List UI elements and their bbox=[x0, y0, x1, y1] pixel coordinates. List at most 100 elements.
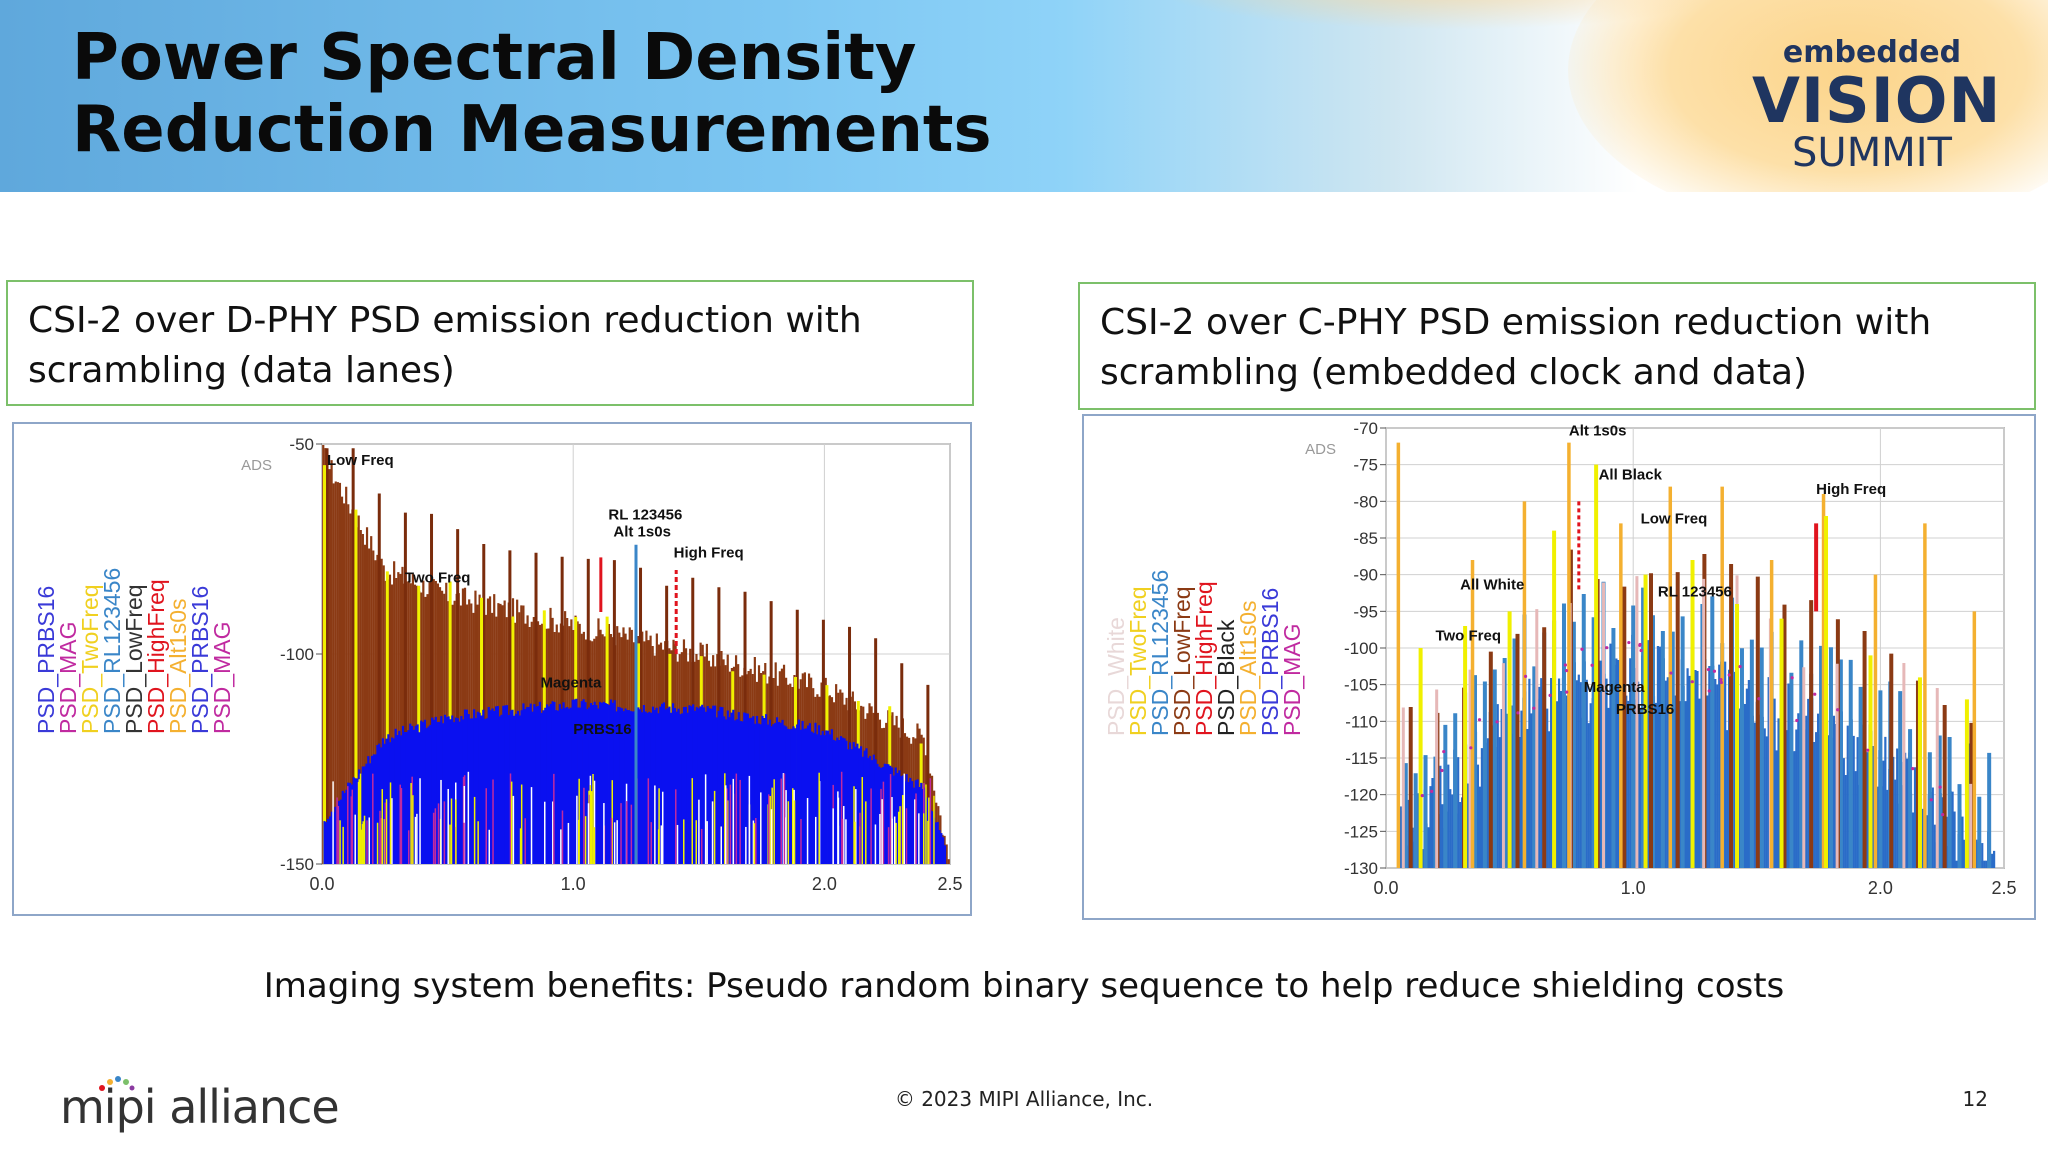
magenta-point bbox=[1813, 692, 1817, 696]
legend-entry: PSD_Alt1s0s bbox=[165, 598, 191, 734]
embedded-vision-summit-logo: embedded VISION SUMMIT bbox=[1752, 35, 2002, 176]
copyright-notice: © 2023 MIPI Alliance, Inc. bbox=[894, 1087, 1154, 1111]
dphy-psd-chart: 0.0 1.0 2.0 2.5-50-100-150ADSPSD_PRBS16PSD_… bbox=[33, 435, 963, 894]
logo-line-2: VISION bbox=[1752, 64, 2002, 137]
x-tick-label: 1.0 bbox=[1621, 878, 1646, 898]
magenta-point bbox=[1477, 718, 1482, 722]
header-banner: Power Spectral Density Reduction Measure… bbox=[0, 0, 2048, 192]
magenta-point bbox=[1929, 798, 1933, 802]
legend-entry: PSD_PRBS16 bbox=[33, 586, 59, 734]
annotation-label: High Freq bbox=[674, 544, 744, 561]
y-tick-label: -150 bbox=[280, 855, 314, 874]
y-tick-label: -70 bbox=[1353, 419, 1378, 438]
magenta-point bbox=[1430, 789, 1434, 794]
annotation-label: All White bbox=[1460, 576, 1524, 593]
legend-entry: PSD_LowFreq bbox=[121, 584, 147, 734]
x-tick-label: 2.0 bbox=[1868, 878, 1893, 898]
annotation-label: Magenta bbox=[541, 675, 603, 692]
y-tick-label: -90 bbox=[1353, 566, 1378, 585]
right-series-group bbox=[1396, 442, 1996, 868]
annotation-label: Low Freq bbox=[327, 452, 394, 469]
magenta-point bbox=[1706, 667, 1711, 672]
left-panel-heading-text: CSI-2 over D-PHY PSD emission reduction … bbox=[28, 300, 862, 391]
annotation-label: RL 123456 bbox=[1658, 584, 1732, 601]
magenta-point bbox=[1523, 674, 1528, 678]
magenta-point bbox=[1727, 673, 1731, 677]
right-panel-heading: CSI-2 over C-PHY PSD emission reduction … bbox=[1078, 282, 2036, 410]
legend-entry: PSD_TwoFreq bbox=[77, 584, 103, 734]
legend-entry: PSD_MAG bbox=[209, 622, 235, 734]
magenta-point bbox=[1941, 813, 1945, 817]
magenta-point bbox=[1712, 669, 1717, 673]
annotation-label: PRBS16 bbox=[573, 721, 631, 738]
magenta-point bbox=[1580, 647, 1584, 651]
magenta-point bbox=[1565, 690, 1569, 694]
legend-entry: PSD_RL123456 bbox=[1147, 570, 1173, 736]
magenta-point bbox=[1495, 720, 1499, 724]
cphy-psd-chart: 0.0 1.0 2.0 2.5 -70 -75 -80 -85 -90 -95 -100 -105 -1… bbox=[1103, 419, 2017, 898]
legend-entry: PSD_TwoFreq bbox=[1125, 586, 1151, 736]
legend-entry: PSD_HighFreq bbox=[1191, 581, 1217, 736]
magenta-point bbox=[1548, 693, 1552, 697]
right-chart-frame: 0.0 1.0 2.0 2.5 -70 -75 -80 -85 -90 -95 -100 -105 -1… bbox=[1082, 414, 2036, 920]
magenta-point bbox=[1442, 750, 1446, 754]
magenta-point bbox=[1563, 663, 1568, 667]
corner-label: ADS bbox=[1305, 441, 1336, 458]
annotation-label: RL 123456 bbox=[608, 507, 682, 524]
magenta-point bbox=[1795, 718, 1799, 723]
y-tick-label: -85 bbox=[1353, 529, 1378, 548]
mipi-alliance-logo: mipi alliance bbox=[60, 1080, 340, 1134]
magenta-point bbox=[1938, 785, 1942, 789]
annotation-label: High Freq bbox=[1816, 481, 1886, 498]
annotation-label: Low Freq bbox=[1641, 510, 1708, 527]
magenta-point bbox=[1911, 767, 1915, 771]
logo-line-3: SUMMIT bbox=[1792, 130, 1952, 176]
magenta-point bbox=[1669, 671, 1673, 675]
legend-entry: PSD_Alt1s0s bbox=[1235, 600, 1261, 736]
y-tick-label: -80 bbox=[1353, 492, 1378, 511]
left-chart-frame: 0.0 1.0 2.0 2.5 -50 -100 -150 ADS PSD_PRBS16 PSD_… bbox=[12, 422, 972, 916]
annotation-label: PRBS16 bbox=[1616, 701, 1674, 718]
magenta-point bbox=[1707, 689, 1711, 693]
y-tick-label: -100 bbox=[280, 645, 314, 664]
y-tick-label: -120 bbox=[1344, 786, 1378, 805]
legend-entry: PSD_White bbox=[1103, 617, 1129, 736]
magenta-point bbox=[1738, 664, 1742, 669]
y-tick-label: -95 bbox=[1353, 602, 1378, 621]
right-panel-heading-text: CSI-2 over C-PHY PSD emission reduction … bbox=[1100, 302, 1932, 393]
logo-line-1: embedded bbox=[1782, 35, 1962, 70]
x-tick-label: 2.0 bbox=[812, 874, 837, 894]
y-tick-label: -125 bbox=[1344, 822, 1378, 841]
legend-entry: PSD_MAG bbox=[55, 622, 81, 734]
magenta-point bbox=[1420, 794, 1424, 798]
left-series-group bbox=[322, 444, 950, 864]
magenta-point bbox=[1719, 680, 1723, 685]
y-tick-label: -105 bbox=[1344, 676, 1378, 695]
y-tick-label: -130 bbox=[1344, 859, 1378, 878]
magenta-point bbox=[1719, 678, 1723, 682]
legend-entry: PSD_PRBS16 bbox=[1257, 588, 1283, 736]
legend-entry: PSD_HighFreq bbox=[143, 579, 169, 734]
y-tick-label: -50 bbox=[289, 435, 314, 454]
x-tick-label: 2.5 bbox=[1991, 878, 2016, 898]
annotation-label: Magenta bbox=[1584, 679, 1646, 696]
magenta-point bbox=[1836, 708, 1840, 712]
magenta-point bbox=[1639, 648, 1643, 653]
magenta-point bbox=[1590, 663, 1594, 667]
legend-entry: PSD_LowFreq bbox=[1169, 586, 1195, 736]
legend-entry: PSD_PRBS16 bbox=[187, 586, 213, 734]
annotation-label: Alt 1s0s bbox=[1569, 422, 1627, 439]
magenta-point bbox=[1605, 646, 1609, 650]
magenta-point bbox=[1790, 676, 1794, 680]
legend-entry: PSD_Black bbox=[1213, 619, 1239, 736]
magenta-point bbox=[1516, 711, 1520, 715]
annotation-label: Alt 1s0s bbox=[613, 523, 671, 540]
x-tick-label: 2.5 bbox=[937, 874, 962, 894]
legend-entry: PSD_MAG bbox=[1279, 624, 1305, 736]
header-glow bbox=[1568, 0, 2048, 192]
page-number: 12 bbox=[1962, 1087, 1988, 1111]
caption: Imaging system benefits: Pseudo random b… bbox=[263, 966, 1785, 1006]
magenta-point bbox=[1757, 697, 1761, 701]
magenta-point bbox=[1469, 746, 1473, 750]
mipi-logo-dots bbox=[96, 1074, 136, 1094]
